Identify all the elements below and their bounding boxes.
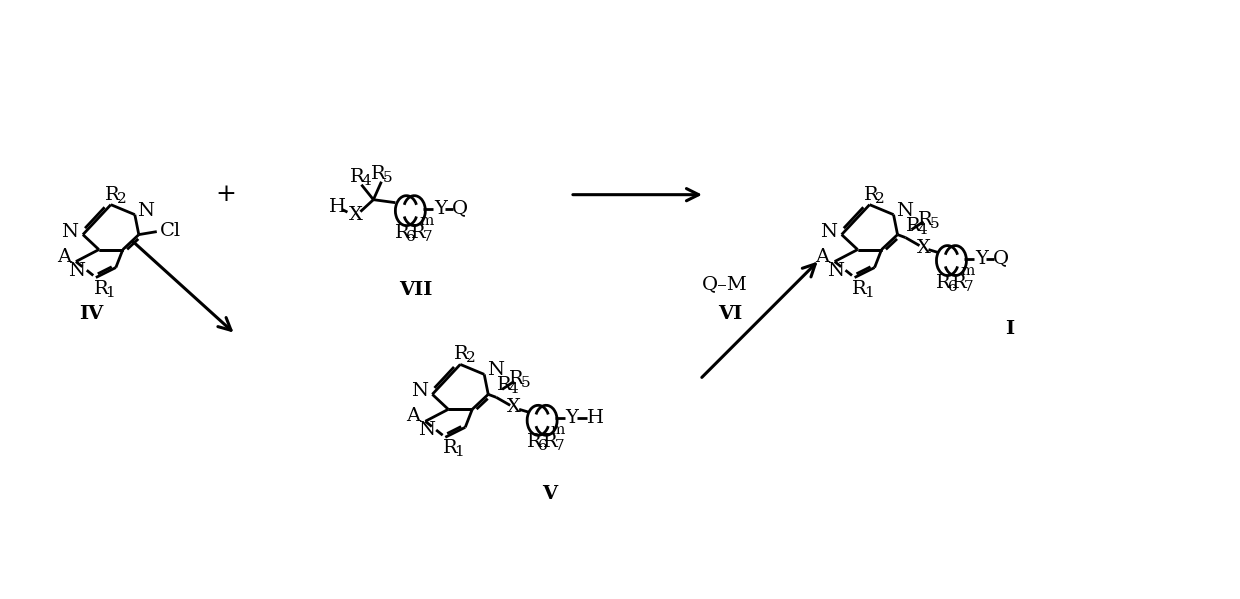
Text: A: A bbox=[816, 247, 830, 265]
Text: R: R bbox=[852, 280, 867, 298]
Text: N: N bbox=[487, 361, 503, 379]
Text: N: N bbox=[897, 202, 913, 220]
Text: m: m bbox=[960, 264, 975, 277]
Text: R: R bbox=[396, 223, 409, 241]
Text: H: H bbox=[329, 198, 346, 216]
Text: 1: 1 bbox=[105, 286, 115, 300]
Text: 5: 5 bbox=[521, 376, 529, 391]
Text: 7: 7 bbox=[554, 439, 564, 453]
Text: Q–M: Q–M bbox=[702, 276, 748, 294]
Text: VII: VII bbox=[398, 280, 432, 298]
Text: 5: 5 bbox=[383, 171, 392, 184]
Text: Y: Y bbox=[565, 409, 579, 427]
Text: VI: VI bbox=[718, 305, 742, 323]
Text: 2: 2 bbox=[117, 192, 126, 205]
Text: X: X bbox=[916, 238, 930, 256]
Text: 4: 4 bbox=[918, 223, 928, 237]
Text: 1: 1 bbox=[454, 445, 464, 459]
Text: R: R bbox=[952, 274, 967, 292]
Text: R: R bbox=[936, 274, 951, 292]
Text: R: R bbox=[371, 165, 386, 183]
Text: A: A bbox=[407, 407, 420, 425]
Text: +: + bbox=[216, 183, 236, 206]
Text: R: R bbox=[508, 370, 523, 388]
Text: Y: Y bbox=[434, 199, 446, 217]
Text: 6: 6 bbox=[407, 229, 417, 244]
Text: R: R bbox=[906, 217, 921, 235]
Text: 2: 2 bbox=[466, 352, 476, 365]
Text: R: R bbox=[350, 168, 365, 186]
Text: N: N bbox=[410, 382, 428, 400]
Text: H: H bbox=[587, 409, 604, 427]
Text: X: X bbox=[507, 398, 521, 416]
Text: m: m bbox=[419, 214, 434, 228]
Text: R: R bbox=[105, 186, 120, 204]
Text: Cl: Cl bbox=[160, 222, 181, 240]
Text: 6: 6 bbox=[947, 280, 957, 294]
Text: N: N bbox=[68, 262, 86, 280]
Text: N: N bbox=[418, 421, 435, 439]
Text: R: R bbox=[864, 186, 878, 204]
Text: Y: Y bbox=[975, 250, 988, 268]
Text: R: R bbox=[443, 439, 458, 457]
Text: m: m bbox=[551, 423, 565, 437]
Text: Q: Q bbox=[993, 250, 1009, 268]
Text: R: R bbox=[543, 433, 558, 451]
Text: N: N bbox=[62, 223, 78, 241]
Text: 4: 4 bbox=[508, 382, 518, 397]
Text: I: I bbox=[1004, 320, 1014, 338]
Text: R: R bbox=[454, 346, 469, 364]
Text: 7: 7 bbox=[963, 280, 973, 294]
Text: N: N bbox=[820, 223, 837, 241]
Text: 1: 1 bbox=[864, 286, 873, 300]
Text: R: R bbox=[410, 223, 425, 241]
Text: 2: 2 bbox=[875, 192, 885, 205]
Text: 4: 4 bbox=[362, 174, 371, 187]
Text: 5: 5 bbox=[930, 217, 939, 231]
Text: A: A bbox=[57, 247, 71, 265]
Text: IV: IV bbox=[79, 305, 103, 323]
Text: X: X bbox=[348, 205, 362, 223]
Text: 6: 6 bbox=[538, 439, 548, 453]
Text: N: N bbox=[827, 262, 844, 280]
Text: N: N bbox=[138, 202, 154, 220]
Text: V: V bbox=[543, 485, 558, 503]
Text: R: R bbox=[527, 433, 542, 451]
Text: Q: Q bbox=[453, 199, 469, 217]
Text: R: R bbox=[918, 211, 932, 229]
Text: 7: 7 bbox=[423, 229, 432, 244]
Text: R: R bbox=[93, 280, 108, 298]
Text: R: R bbox=[497, 376, 512, 394]
